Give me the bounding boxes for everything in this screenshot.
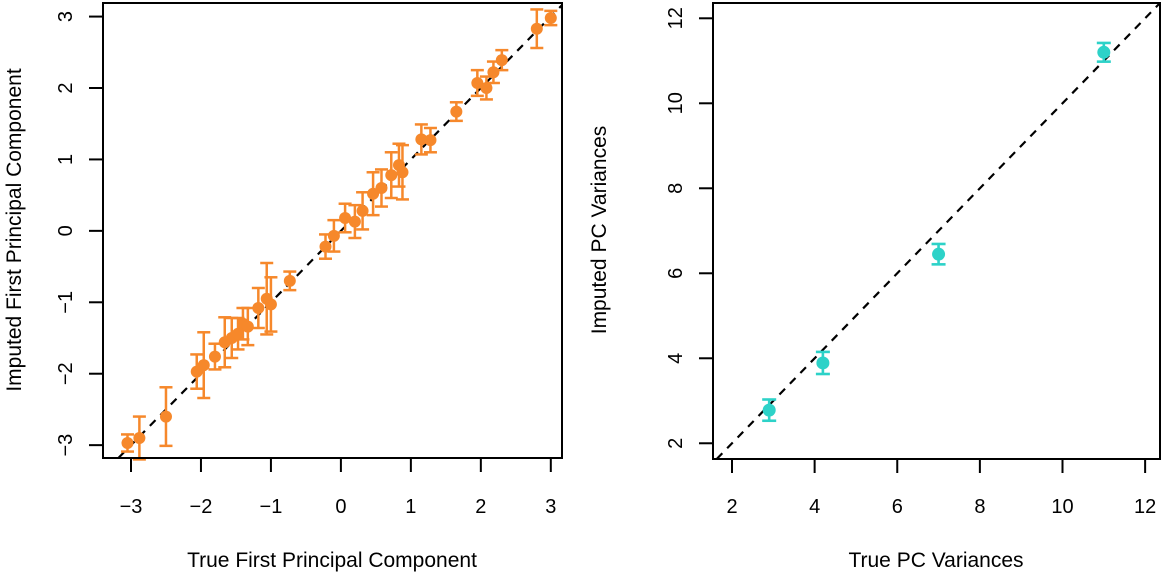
data-point: [264, 298, 277, 311]
left-scatter-plot: True First Principal Component Imputed F…: [3, 2, 563, 572]
x-tick-label: −2: [190, 496, 213, 518]
data-point: [283, 274, 296, 287]
data-point: [208, 350, 221, 363]
data-point: [424, 134, 437, 147]
y-tick-label: 4: [665, 353, 687, 364]
y-tick-label: 6: [665, 268, 687, 279]
data-point: [252, 302, 265, 314]
x-tick-label: 10: [1051, 496, 1073, 518]
y-tick-label: −2: [55, 362, 77, 385]
right-x-axis-title: True PC Variances: [848, 549, 1023, 572]
data-point: [121, 437, 134, 449]
data-point: [348, 215, 361, 228]
x-tick-label: −1: [260, 496, 283, 518]
y-tick-label: 2: [665, 438, 687, 449]
y-tick-label: 8: [665, 183, 687, 194]
data-point: [197, 359, 210, 372]
x-tick-label: 1: [405, 496, 416, 518]
left-panel: True First Principal Component Imputed F…: [3, 2, 563, 572]
data-point: [932, 247, 946, 261]
data-point: [1097, 45, 1111, 59]
data-point: [480, 82, 493, 94]
data-point: [530, 22, 543, 35]
y-tick-label: 0: [55, 225, 77, 236]
data-point: [327, 229, 340, 242]
y-tick-label: −3: [55, 434, 77, 457]
x-tick-label: −3: [120, 496, 143, 518]
right-panel: True PC Variances Imputed PC Variances 2…: [583, 0, 1163, 583]
data-point: [544, 12, 557, 24]
x-tick-label: 2: [475, 496, 486, 518]
data-point: [375, 182, 388, 194]
data-point: [319, 240, 332, 253]
data-point: [471, 77, 484, 89]
left-x-axis-title: True First Principal Component: [187, 549, 477, 572]
identity-reference-line: [715, 2, 1161, 460]
x-tick-label: 4: [809, 496, 820, 518]
data-point: [495, 54, 508, 67]
data-point: [396, 166, 409, 179]
x-tick-label: 6: [892, 496, 903, 518]
data-point: [133, 432, 146, 444]
data-point: [487, 66, 500, 79]
data-point: [367, 187, 380, 200]
data-point: [385, 169, 398, 182]
data-point: [450, 105, 463, 118]
data-point: [816, 356, 830, 370]
data-point: [356, 204, 369, 217]
left-y-axis-title: Imputed First Principal Component: [3, 68, 26, 391]
x-tick-label: 0: [335, 496, 346, 518]
y-tick-label: −1: [55, 291, 77, 314]
data-point: [415, 133, 428, 146]
data-point: [232, 327, 245, 340]
y-tick-label: 3: [55, 11, 77, 22]
data-point: [762, 403, 776, 417]
y-tick-label: 10: [665, 92, 687, 114]
x-tick-label: 8: [974, 496, 985, 518]
y-tick-label: 1: [55, 154, 77, 165]
right-scatter-plot: True PC Variances Imputed PC Variances 2…: [588, 2, 1161, 572]
data-point: [159, 410, 172, 423]
right-y-axis-title: Imputed PC Variances: [588, 126, 611, 335]
data-point: [241, 320, 254, 333]
plot-box: [712, 2, 1161, 460]
data-point: [339, 212, 352, 224]
x-tick-label: 12: [1134, 496, 1156, 518]
x-tick-label: 2: [726, 496, 737, 518]
y-tick-label: 2: [55, 82, 77, 93]
x-tick-label: 3: [545, 496, 556, 518]
y-tick-label: 12: [665, 7, 687, 29]
